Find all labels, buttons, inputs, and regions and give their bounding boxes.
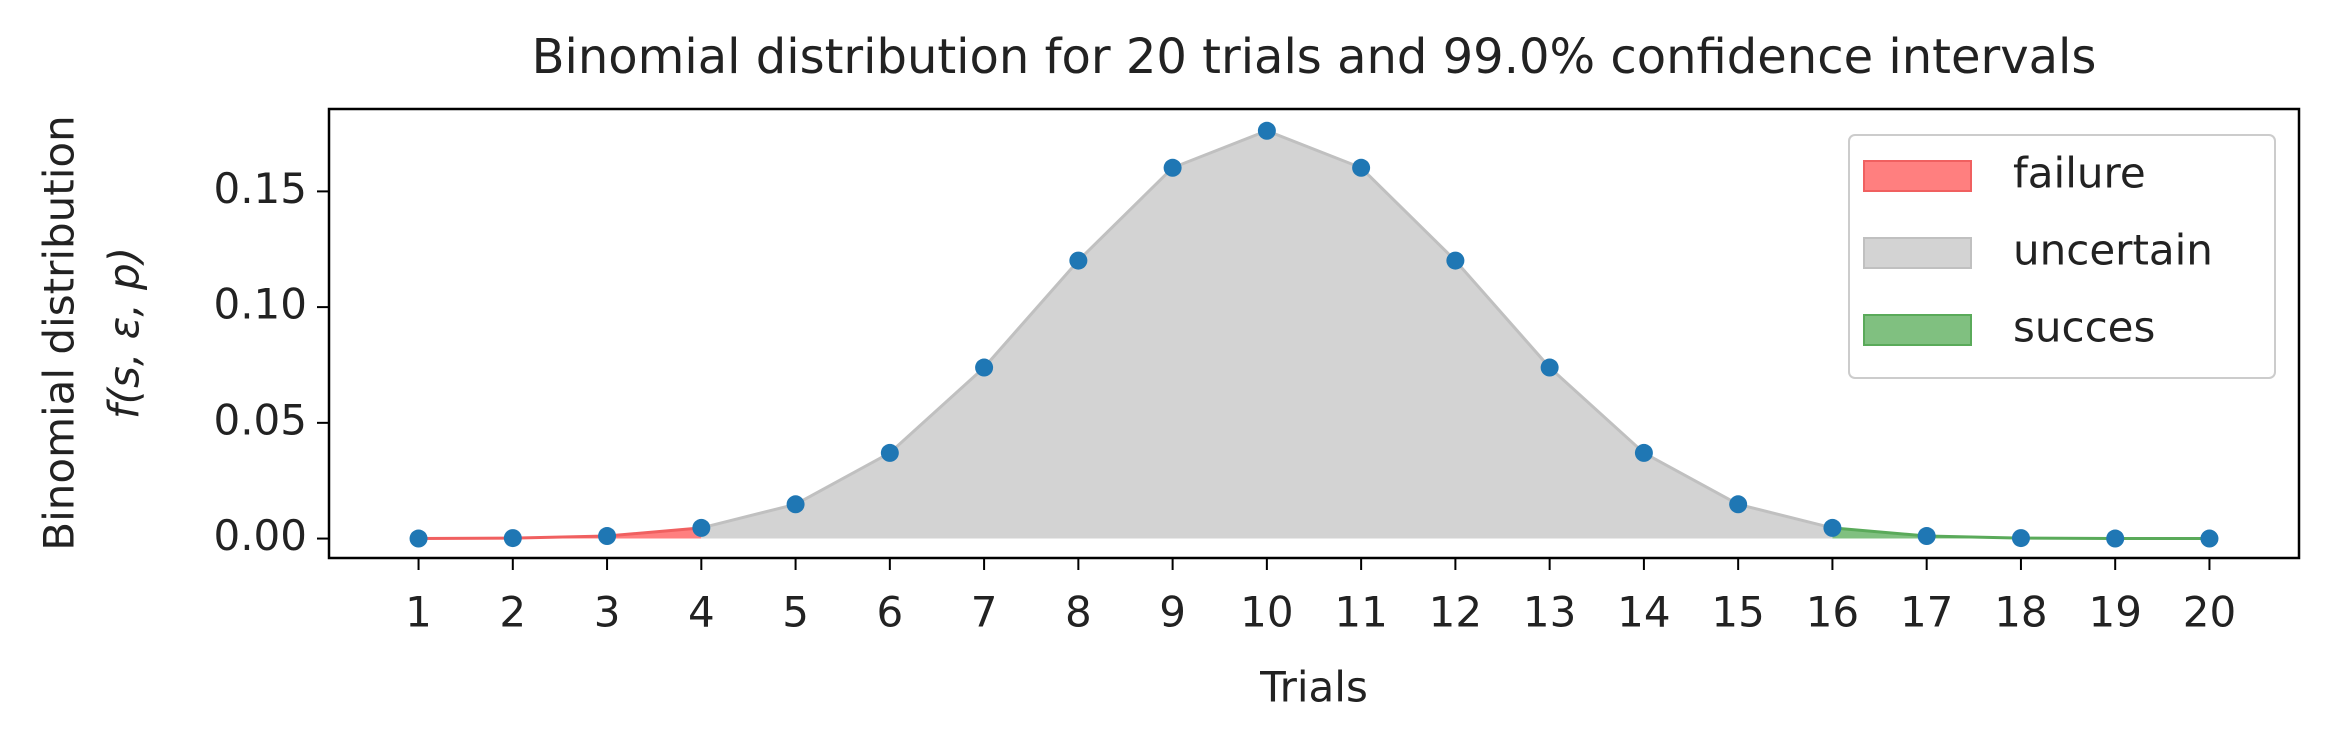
x-tick-label: 1: [405, 588, 432, 637]
point: [1163, 158, 1182, 177]
legend-swatch: [1863, 314, 1972, 346]
x-tick-label: 14: [1617, 588, 1670, 637]
y-tick-label: 0.15: [213, 164, 307, 213]
x-tick-label: 15: [1711, 588, 1764, 637]
point: [503, 529, 522, 548]
point: [2106, 529, 2125, 548]
x-tick-label: 2: [499, 588, 526, 637]
legend-label: uncertain: [2013, 226, 2213, 275]
x-tick-label: 18: [1994, 588, 2047, 637]
x-tick-label: 20: [2183, 588, 2236, 637]
point: [1823, 518, 1842, 537]
legend-swatch: [1863, 160, 1972, 192]
x-tick-label: 12: [1429, 588, 1482, 637]
x-tick-label: 11: [1334, 588, 1387, 637]
x-tick-label: 10: [1240, 588, 1293, 637]
y-tick-label: 0.10: [213, 280, 307, 329]
area-fill: [701, 130, 1833, 539]
point: [1729, 495, 1748, 514]
point: [1540, 358, 1559, 377]
point: [2200, 529, 2219, 548]
x-tick-label: 19: [2088, 588, 2141, 637]
x-tick-label: 4: [688, 588, 715, 637]
area-fill: [1832, 527, 2210, 539]
point: [2011, 529, 2030, 548]
x-axis-label: Trials: [1259, 663, 1368, 712]
point: [975, 358, 994, 377]
chart-title: Binomial distribution for 20 trials and …: [532, 29, 2097, 85]
y-axis-label: f(s, ε, p): [100, 247, 149, 419]
x-tick-label: 3: [594, 588, 621, 637]
y-tick-label: 0.05: [213, 395, 307, 444]
x-tick-label: 17: [1900, 588, 1953, 637]
x-tick-label: 6: [876, 588, 903, 637]
point: [1352, 158, 1371, 177]
point: [1634, 443, 1653, 462]
point: [1069, 251, 1088, 270]
x-tick-label: 9: [1159, 588, 1186, 637]
point: [409, 529, 428, 548]
area-fill: [418, 527, 702, 539]
x-tick-label: 7: [971, 588, 998, 637]
legend-label: failure: [2013, 149, 2146, 198]
x-tick-label: 8: [1065, 588, 1092, 637]
legend-swatch: [1863, 237, 1972, 269]
x-tick-label: 5: [782, 588, 809, 637]
point: [880, 443, 899, 462]
legend-label: succes: [2013, 303, 2155, 352]
plot-frame: [327, 107, 2301, 560]
y-tick-label: 0.00: [213, 511, 307, 560]
point: [1257, 121, 1276, 140]
x-tick-label: 16: [1806, 588, 1859, 637]
point: [1446, 251, 1465, 270]
point: [692, 518, 711, 537]
area-edge: [418, 526, 702, 541]
point: [598, 527, 617, 546]
point: [1917, 527, 1936, 546]
point: [786, 495, 805, 514]
y-axis-label: Binomial distribution: [35, 115, 84, 550]
x-tick-label: 13: [1523, 588, 1576, 637]
